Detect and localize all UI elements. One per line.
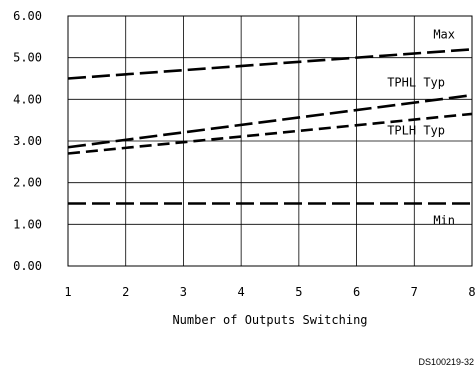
grid — [68, 16, 472, 266]
x-tick-label: 7 — [411, 285, 418, 299]
series-line-max — [67, 48, 473, 80]
tick-labels: 1 2 3 4 5 6 7 8 0.00 1.00 2.00 3.00 4.00 5.00 6.00 — [13, 9, 475, 299]
series-labels: Max TPHL Typ TPLH Typ Min — [387, 28, 455, 228]
x-tick-label: 2 — [122, 285, 129, 299]
y-tick-label: 2.00 — [13, 176, 42, 190]
figure-code: DS100219-32 — [418, 357, 474, 367]
y-tick-label: 1.00 — [13, 217, 42, 231]
x-tick-label: 4 — [238, 285, 245, 299]
x-tick-label: 1 — [64, 285, 71, 299]
series-line-tphl-typ — [67, 93, 473, 149]
series-label: TPHL Typ — [387, 76, 445, 90]
y-tick-label: 0.00 — [13, 259, 42, 273]
series-label: Min — [433, 214, 455, 228]
series-line-tplh-typ — [67, 112, 473, 155]
x-tick-label: 6 — [353, 285, 360, 299]
y-tick-label: 4.00 — [13, 92, 42, 106]
plot-frame — [67, 15, 473, 267]
series-label: Max — [433, 28, 455, 42]
y-tick-label: 3.00 — [13, 134, 42, 148]
series-label: TPLH Typ — [387, 124, 445, 138]
x-tick-label: 3 — [180, 285, 187, 299]
x-axis-title: Number of Outputs Switching — [172, 313, 367, 327]
y-tick-label: 5.00 — [13, 51, 42, 65]
y-tick-label: 6.00 — [13, 9, 42, 23]
series-lines — [67, 48, 473, 205]
x-tick-label: 5 — [295, 285, 302, 299]
x-tick-label: 8 — [468, 285, 475, 299]
